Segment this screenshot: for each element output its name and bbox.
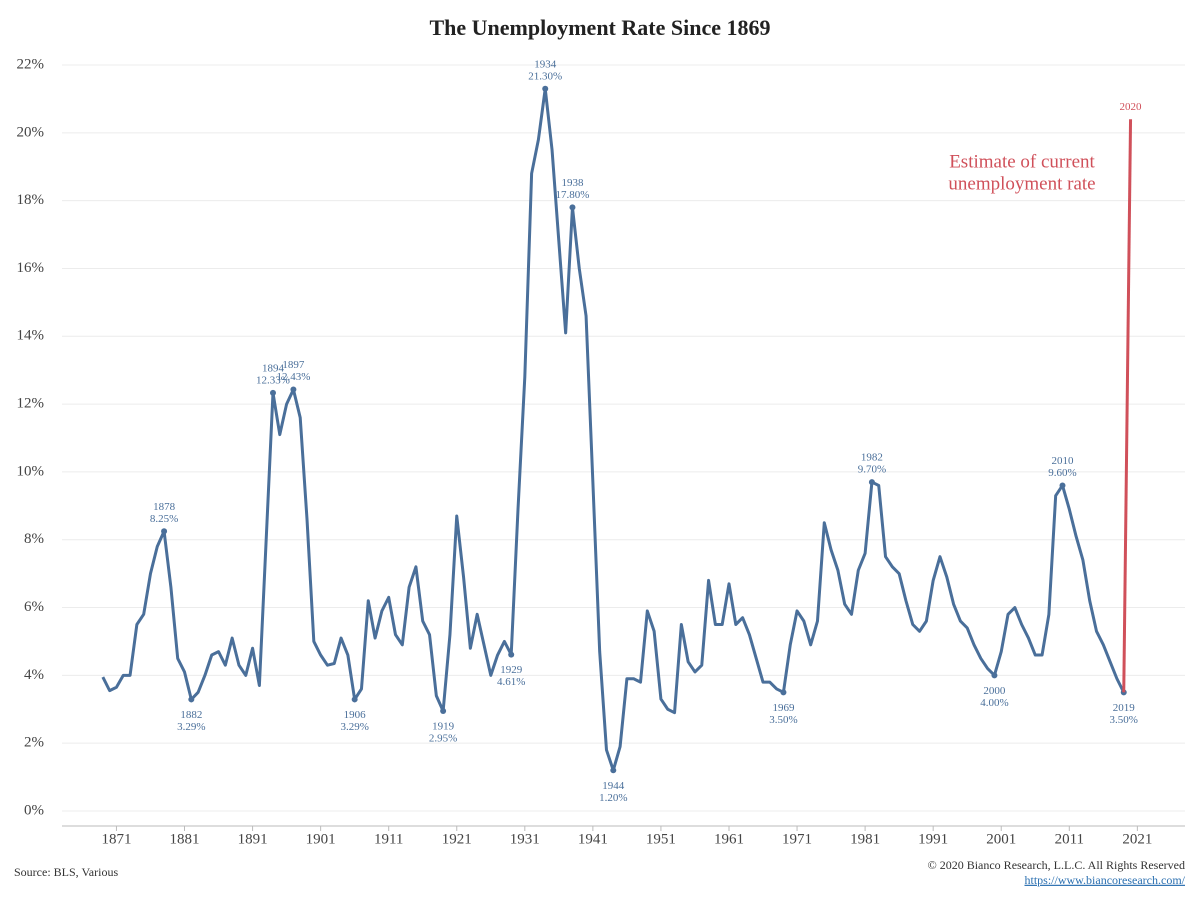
x-tick-label: 1891 bbox=[238, 831, 268, 847]
point-year-label: 1906 bbox=[344, 709, 367, 721]
point-value-label: 2.95% bbox=[429, 732, 457, 744]
y-tick-label: 14% bbox=[17, 328, 45, 344]
point-value-label: 3.29% bbox=[177, 721, 205, 733]
y-tick-label: 10% bbox=[17, 463, 45, 479]
x-tick-label: 1901 bbox=[306, 831, 336, 847]
x-tick-label: 2001 bbox=[986, 831, 1016, 847]
point bbox=[610, 767, 617, 774]
point-year-label: 2020 bbox=[1120, 101, 1143, 113]
point bbox=[161, 528, 168, 535]
point-value-label: 3.29% bbox=[340, 721, 368, 733]
x-tick-label: 1991 bbox=[918, 831, 948, 847]
y-tick-label: 16% bbox=[17, 260, 45, 276]
point-year-label: 1938 bbox=[561, 177, 584, 189]
point bbox=[868, 479, 875, 486]
y-tick-label: 18% bbox=[17, 192, 45, 208]
y-tick-label: 20% bbox=[17, 124, 45, 140]
copyright: © 2020 Bianco Research, L.L.C. All Right… bbox=[928, 858, 1185, 872]
point-year-label: 1934 bbox=[534, 58, 557, 70]
point-value-label: 8.25% bbox=[150, 513, 178, 525]
point-year-label: 1878 bbox=[153, 501, 176, 513]
x-tick-label: 2021 bbox=[1122, 831, 1152, 847]
point bbox=[188, 696, 195, 703]
x-tick-label: 1881 bbox=[170, 831, 200, 847]
y-tick-label: 2% bbox=[24, 735, 44, 751]
x-tick-label: 1961 bbox=[714, 831, 744, 847]
point bbox=[780, 689, 787, 696]
y-tick-label: 6% bbox=[24, 599, 44, 615]
point-value-label: 12.43% bbox=[276, 371, 310, 383]
x-tick-label: 1981 bbox=[850, 831, 880, 847]
annotation: Estimate of current bbox=[949, 151, 1095, 172]
point bbox=[508, 651, 515, 658]
point-year-label: 2000 bbox=[983, 685, 1006, 697]
x-tick-label: 1871 bbox=[101, 831, 131, 847]
x-tick-label: 1971 bbox=[782, 831, 812, 847]
x-tick-label: 1931 bbox=[510, 831, 540, 847]
point-value-label: 17.80% bbox=[555, 189, 589, 201]
chart-title: The Unemployment Rate Since 1869 bbox=[430, 15, 771, 40]
x-tick-label: 1921 bbox=[442, 831, 472, 847]
point-year-label: 2010 bbox=[1051, 455, 1074, 467]
point-value-label: 12.33% bbox=[256, 374, 290, 386]
x-tick-label: 1911 bbox=[374, 831, 403, 847]
point-year-label: 1969 bbox=[772, 702, 795, 714]
point-year-label: 1929 bbox=[500, 664, 523, 676]
x-tick-label: 1941 bbox=[578, 831, 608, 847]
point-value-label: 3.50% bbox=[1110, 714, 1138, 726]
point bbox=[991, 672, 998, 679]
point-value-label: 9.60% bbox=[1048, 467, 1076, 479]
point-value-label: 1.20% bbox=[599, 792, 627, 804]
y-tick-label: 0% bbox=[24, 802, 44, 818]
point-value-label: 9.70% bbox=[858, 464, 886, 476]
y-tick-label: 4% bbox=[24, 667, 44, 683]
point-year-label: 1944 bbox=[602, 780, 625, 792]
point-year-label: 1897 bbox=[282, 359, 305, 371]
point bbox=[1059, 482, 1066, 489]
point-value-label: 4.61% bbox=[497, 676, 525, 688]
point-year-label: 2019 bbox=[1113, 702, 1136, 714]
link-text[interactable]: https://www.biancoresearch.com/ bbox=[1024, 873, 1185, 887]
point bbox=[542, 85, 549, 92]
source: Source: BLS, Various bbox=[14, 865, 118, 879]
point-year-label: 1882 bbox=[180, 709, 202, 721]
y-tick-label: 12% bbox=[17, 396, 45, 412]
point bbox=[290, 386, 297, 393]
point-value-label: 4.00% bbox=[980, 697, 1008, 709]
point-year-label: 1982 bbox=[861, 452, 883, 464]
annotation: unemployment rate bbox=[948, 173, 1095, 194]
link[interactable]: https://www.biancoresearch.com/ bbox=[1024, 873, 1185, 887]
point bbox=[269, 389, 276, 396]
line bbox=[1122, 119, 1133, 693]
point-year-label: 1894 bbox=[262, 362, 285, 374]
point bbox=[440, 707, 447, 714]
point-year-label: 1919 bbox=[432, 720, 455, 732]
point-value-label: 21.30% bbox=[528, 70, 562, 82]
point bbox=[351, 696, 358, 703]
point-value-label: 3.50% bbox=[769, 714, 797, 726]
x-tick-label: 2011 bbox=[1055, 831, 1084, 847]
y-tick-label: 8% bbox=[24, 531, 44, 547]
point bbox=[569, 204, 576, 211]
y-tick-label: 22% bbox=[17, 56, 45, 72]
x-tick-label: 1951 bbox=[646, 831, 676, 847]
